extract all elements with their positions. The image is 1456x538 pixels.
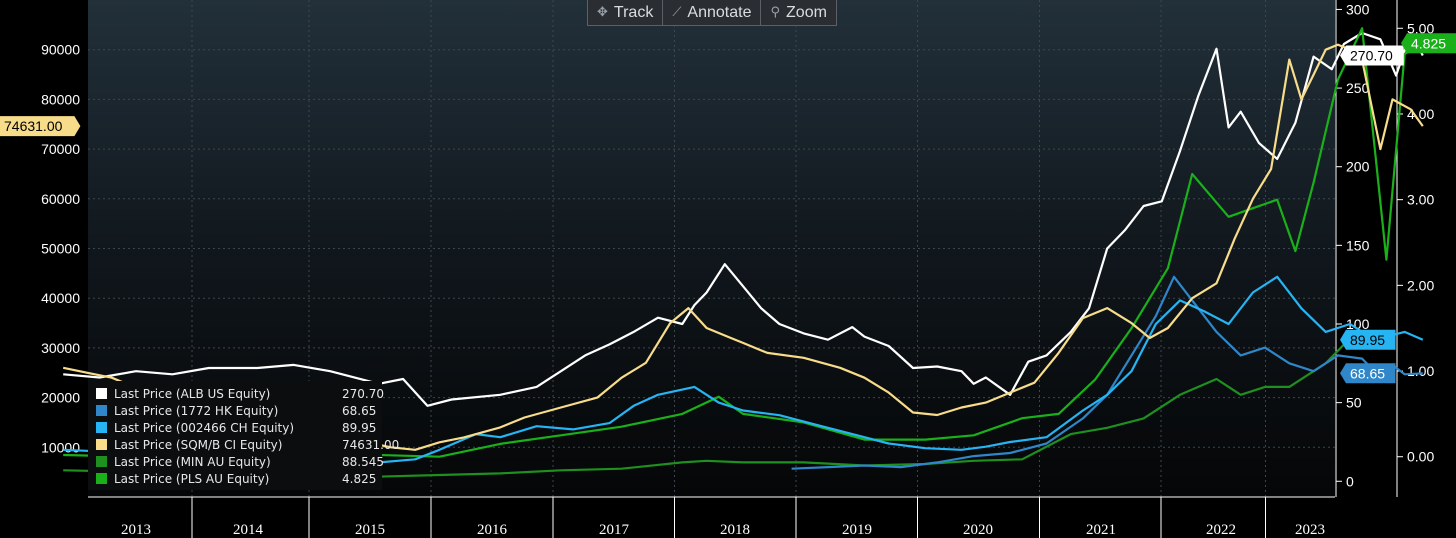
x-tick-label: 2016 bbox=[477, 522, 508, 538]
left-tick-label: 40000 bbox=[41, 290, 80, 306]
right-inner-tick-label: 250 bbox=[1346, 80, 1370, 96]
left-tick-label: 30000 bbox=[41, 340, 80, 356]
left-tick-label: 70000 bbox=[41, 141, 80, 157]
legend-value-002466: 89.95 bbox=[342, 420, 377, 435]
series-line-1772[interactable] bbox=[791, 275, 1423, 470]
legend-value-1772: 68.65 bbox=[342, 403, 377, 418]
x-tick-label: 2015 bbox=[355, 522, 385, 538]
series-line-pls[interactable] bbox=[63, 27, 1424, 458]
x-tick-label: 2014 bbox=[233, 522, 264, 538]
right-outer-tick-label: 2.00 bbox=[1407, 277, 1434, 293]
right-inner-tick-label: 200 bbox=[1346, 159, 1370, 175]
annotate-label: Annotate bbox=[687, 3, 752, 21]
left-tick-label: 80000 bbox=[41, 91, 80, 107]
x-tick-label: 2013 bbox=[121, 522, 151, 538]
x-tick-label: 2021 bbox=[1086, 522, 1116, 538]
left-tick-label: 60000 bbox=[41, 191, 80, 207]
legend-label-002466: Last Price (002466 CH Equity) bbox=[114, 420, 295, 435]
legend-item-002466: Last Price (002466 CH Equity) 89.95 bbox=[96, 419, 376, 436]
legend-item-1772: Last Price (1772 HK Equity) 68.65 bbox=[96, 402, 376, 419]
badge-002466 bbox=[1340, 329, 1396, 350]
track-button[interactable]: ✥ Track bbox=[588, 0, 664, 25]
chart-toolbar: ✥ Track ⟋ Annotate ⚲ Zoom bbox=[587, 0, 837, 26]
legend-value-min: 88.545 bbox=[342, 454, 384, 469]
zoom-label: Zoom bbox=[786, 3, 827, 21]
legend-item-sqm: Last Price (SQM/B CI Equity) 74631.00 bbox=[96, 436, 399, 453]
left-tick-label: 10000 bbox=[41, 439, 80, 455]
legend-value-alb: 270.70 bbox=[342, 386, 384, 401]
right-axis-outer: 0.00 1.00 2.00 3.00 4.00 5.00 bbox=[1396, 0, 1434, 497]
legend-item-min: Last Price (MIN AU Equity) 88.545 bbox=[96, 453, 384, 470]
legend-swatch-1772 bbox=[96, 405, 107, 416]
badge-text-alb: 270.70 bbox=[1350, 48, 1393, 64]
legend-label-alb: Last Price (ALB US Equity) bbox=[114, 386, 271, 401]
right-inner-tick-label: 0 bbox=[1346, 473, 1354, 489]
x-axis: 2013 2014 2015 2016 2017 2018 2019 2020 2021 2022… bbox=[88, 496, 1335, 538]
annotate-button[interactable]: ⟋ Annotate bbox=[663, 0, 762, 25]
right-axis-inner: 0 50 100 150 200 250 300 bbox=[1335, 0, 1370, 497]
magnifier-icon: ⚲ bbox=[770, 5, 781, 20]
badge-1772 bbox=[1340, 363, 1396, 384]
legend-label-pls: Last Price (PLS AU Equity) bbox=[114, 471, 270, 486]
right-outer-tick-label: 0.00 bbox=[1407, 449, 1434, 465]
left-tick-label: 50000 bbox=[41, 241, 80, 257]
badge-text-sqm: 74631.00 bbox=[4, 118, 63, 134]
track-label: Track bbox=[613, 3, 654, 21]
left-axis: 10000 20000 30000 40000 50000 60000 70000 80000… bbox=[41, 42, 80, 456]
x-tick-label: 2018 bbox=[720, 522, 750, 538]
x-tick-label: 2017 bbox=[599, 522, 630, 538]
x-tick-label: 2020 bbox=[963, 522, 993, 538]
x-tick-label: 2022 bbox=[1206, 522, 1236, 538]
badge-pls bbox=[1401, 33, 1456, 54]
right-outer-tick-label: 5.00 bbox=[1407, 20, 1434, 36]
pencil-icon: ⟋ bbox=[672, 5, 682, 20]
badge-sqm bbox=[0, 116, 81, 137]
badge-text-002466: 89.95 bbox=[1350, 332, 1385, 348]
chart-legend: Last Price (ALB US Equity) 270.70 Last P… bbox=[88, 381, 399, 490]
legend-swatch-pls bbox=[96, 473, 107, 484]
badge-text-1772: 68.65 bbox=[1350, 365, 1385, 381]
right-inner-tick-label: 100 bbox=[1346, 316, 1370, 332]
legend-item-alb: Last Price (ALB US Equity) 270.70 bbox=[96, 385, 384, 402]
badge-text-pls: 4.825 bbox=[1411, 35, 1446, 51]
series-line-alb[interactable] bbox=[63, 31, 1424, 407]
legend-swatch-min bbox=[96, 456, 107, 467]
legend-swatch-sqm bbox=[96, 439, 107, 450]
right-outer-tick-label: 4.00 bbox=[1407, 106, 1434, 122]
legend-label-min: Last Price (MIN AU Equity) bbox=[114, 454, 271, 469]
legend-label-sqm: Last Price (SQM/B CI Equity) bbox=[114, 437, 283, 452]
right-inner-tick-label: 50 bbox=[1346, 395, 1362, 411]
right-inner-tick-label: 300 bbox=[1346, 1, 1370, 17]
legend-label-1772: Last Price (1772 HK Equity) bbox=[114, 403, 279, 418]
left-tick-label: 90000 bbox=[41, 42, 80, 58]
legend-swatch-002466 bbox=[96, 422, 107, 433]
last-value-badges: 74631.00 270.70 4.825 89.95 68.65 bbox=[0, 33, 1456, 384]
legend-value-pls: 4.825 bbox=[342, 471, 377, 486]
right-inner-tick-label: 150 bbox=[1346, 237, 1370, 253]
legend-item-pls: Last Price (PLS AU Equity) 4.825 bbox=[96, 470, 376, 487]
right-outer-tick-label: 1.00 bbox=[1407, 363, 1434, 379]
crosshair-icon: ✥ bbox=[597, 5, 608, 20]
x-tick-label: 2019 bbox=[842, 522, 872, 538]
legend-value-sqm: 74631.00 bbox=[342, 437, 400, 452]
left-tick-label: 20000 bbox=[41, 390, 80, 406]
series-line-002466[interactable] bbox=[63, 275, 1424, 464]
zoom-button[interactable]: ⚲ Zoom bbox=[761, 0, 835, 25]
legend-swatch-alb bbox=[96, 388, 107, 399]
badge-alb bbox=[1340, 45, 1404, 66]
right-outer-tick-label: 3.00 bbox=[1407, 192, 1434, 208]
x-tick-label: 2023 bbox=[1295, 522, 1325, 538]
